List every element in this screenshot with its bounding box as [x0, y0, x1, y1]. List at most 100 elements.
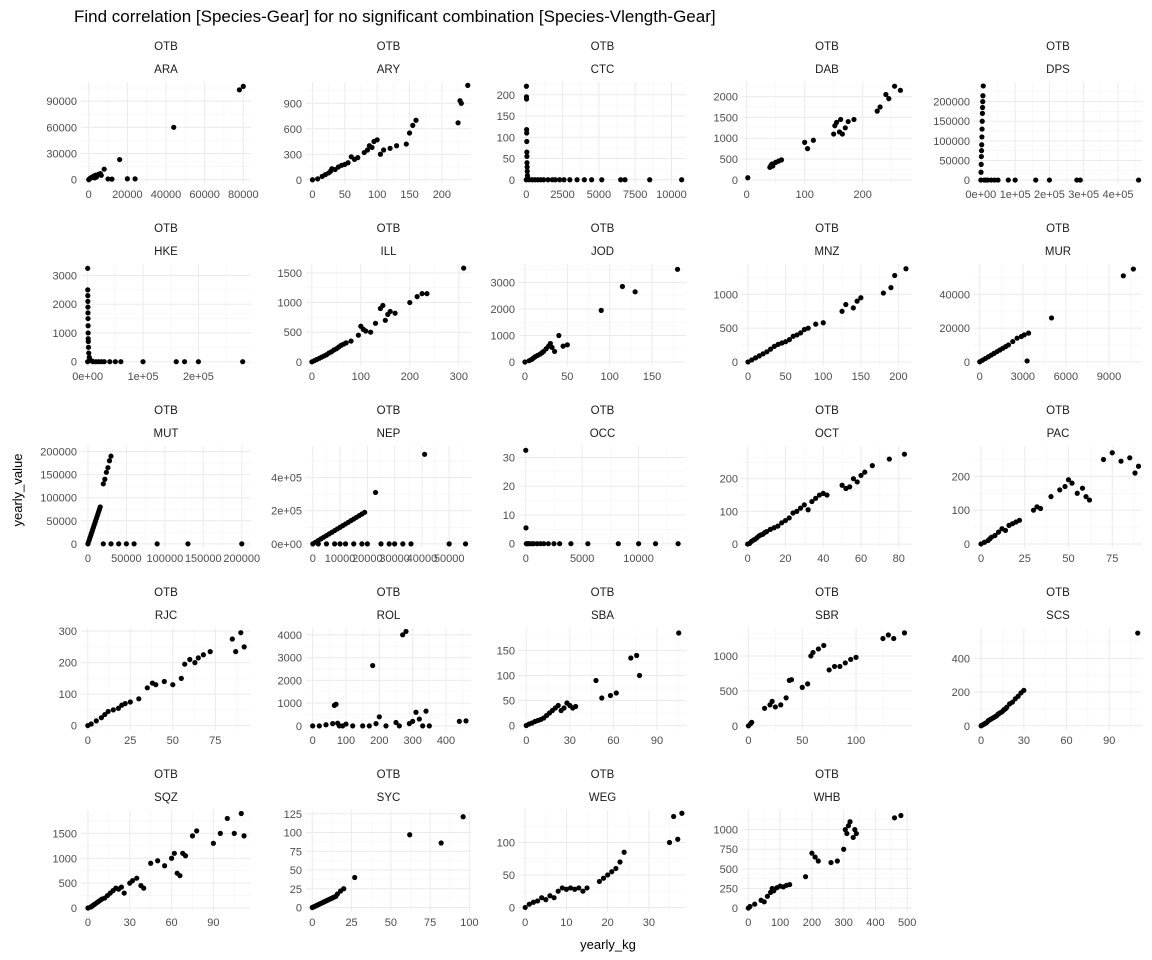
- x-tick-label: 60: [1060, 735, 1072, 747]
- x-tick-label: 1e+05: [128, 371, 159, 383]
- y-tick-label: 400: [952, 653, 970, 665]
- data-point: [1014, 335, 1020, 341]
- data-point: [1062, 483, 1068, 490]
- x-tick-label: 0: [523, 553, 529, 565]
- data-point: [995, 177, 1001, 183]
- data-point: [869, 463, 875, 469]
- facet-gear-label: OTB: [1046, 405, 1070, 417]
- facet-panel-mur: 0 3000 6000 9000 0 20000 40000 OTB MUR: [939, 223, 1142, 383]
- x-axis-title: yearly_kg: [580, 937, 636, 952]
- data-point: [108, 453, 114, 459]
- x-tick-label: 0: [523, 189, 529, 201]
- facet-species-label: SYC: [377, 792, 401, 804]
- y-tick-label: 50: [503, 696, 515, 708]
- data-point: [888, 285, 894, 291]
- data-point: [112, 359, 118, 365]
- x-tick-label: 10000: [623, 553, 654, 565]
- x-tick-label: 0: [978, 553, 984, 565]
- facet-species-label: MNZ: [815, 246, 840, 258]
- data-point: [979, 104, 986, 111]
- data-point: [377, 151, 384, 157]
- y-tick-label: 0: [71, 175, 77, 187]
- data-point: [848, 656, 854, 663]
- x-tick-label: 200: [803, 917, 821, 929]
- data-point: [979, 118, 985, 124]
- facet-gear-label: OTB: [815, 223, 839, 235]
- data-point: [801, 502, 807, 508]
- data-point: [456, 718, 462, 724]
- y-tick-label: 2e+05: [271, 506, 302, 518]
- x-tick-label: 60000: [189, 189, 220, 201]
- data-point: [240, 359, 246, 365]
- x-tick-label: 50: [385, 917, 397, 929]
- data-point: [383, 723, 389, 729]
- data-point: [426, 723, 432, 729]
- y-tick-label: 0: [964, 357, 970, 369]
- data-point: [182, 661, 188, 667]
- data-point: [552, 177, 558, 183]
- x-tick-label: 0: [310, 553, 316, 565]
- data-point: [845, 118, 851, 125]
- data-point: [343, 340, 349, 346]
- data-point: [979, 142, 985, 148]
- data-point: [1057, 487, 1063, 493]
- data-point: [838, 116, 844, 123]
- data-point: [414, 294, 420, 300]
- y-tick-label: 3000: [491, 278, 515, 290]
- y-tick-label: 0e+00: [271, 539, 302, 551]
- data-point: [132, 176, 138, 182]
- y-tick-label: 90000: [46, 96, 77, 108]
- data-point: [842, 660, 848, 666]
- data-point: [1021, 332, 1027, 338]
- data-point: [1024, 358, 1030, 364]
- data-point: [85, 338, 91, 345]
- data-point: [839, 308, 845, 314]
- data-point: [1012, 177, 1018, 183]
- data-point: [387, 308, 393, 315]
- x-tick-label: 75: [1106, 553, 1118, 565]
- data-point: [85, 323, 91, 329]
- facet-species-label: WHB: [814, 792, 841, 804]
- facet-panel-rjc: 0 25 50 75 0 100 200 300 OTB RJC: [59, 587, 251, 747]
- data-point: [363, 328, 369, 334]
- data-point: [122, 700, 128, 707]
- data-point: [85, 315, 91, 322]
- data-point: [239, 541, 245, 547]
- data-point: [810, 137, 816, 143]
- x-tick-label: 30: [1018, 735, 1030, 747]
- y-tick-label: 200000: [40, 447, 77, 459]
- x-tick-label: 50: [167, 735, 179, 747]
- facet-species-label: SQZ: [154, 792, 178, 804]
- facet-gear-label: OTB: [591, 769, 615, 781]
- panel-background: [742, 628, 912, 730]
- y-tick-label: 50: [503, 870, 515, 882]
- data-point: [622, 177, 628, 183]
- data-point: [1033, 177, 1039, 183]
- data-point: [106, 458, 113, 464]
- y-tick-label: 0: [509, 721, 515, 733]
- data-point: [563, 886, 570, 892]
- x-tick-label: 400: [866, 917, 884, 929]
- facet-gear-label: OTB: [815, 769, 839, 781]
- x-tick-label: 150000: [185, 553, 222, 565]
- data-point: [607, 692, 614, 699]
- data-point: [834, 858, 840, 864]
- x-tick-label: 0: [744, 189, 750, 201]
- x-tick-label: 300: [835, 917, 853, 929]
- data-point: [121, 890, 127, 896]
- data-point: [364, 541, 370, 547]
- data-point: [382, 317, 388, 323]
- data-point: [891, 635, 897, 642]
- data-point: [524, 130, 530, 136]
- panel-background: [519, 82, 686, 184]
- data-point: [786, 515, 792, 521]
- data-point: [129, 878, 136, 884]
- data-point: [552, 348, 558, 355]
- x-tick-label: 7500: [623, 189, 647, 201]
- data-point: [771, 888, 777, 894]
- data-point: [1048, 494, 1054, 500]
- data-point: [901, 630, 908, 636]
- facet-panel-sqz: 0 30 60 90 0 500 1000 1500 OTB SQZ: [53, 769, 251, 929]
- data-point: [541, 177, 547, 183]
- y-tick-label: 0: [71, 539, 77, 551]
